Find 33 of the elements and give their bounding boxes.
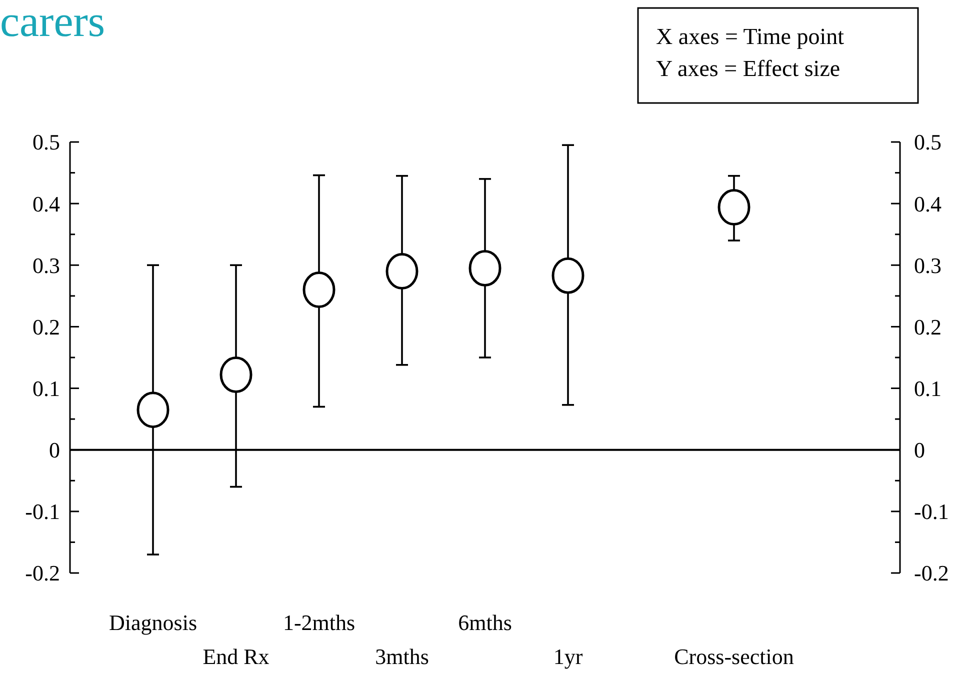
point: [468, 250, 502, 286]
point: [302, 272, 336, 308]
y2-tick-label: 0: [914, 438, 925, 463]
y-tick-label: 0: [49, 438, 60, 463]
point: [552, 257, 584, 294]
chart-title: carers: [0, 0, 106, 46]
y2-tick-label: 0.3: [914, 252, 942, 278]
text: Y axes = Effect size: [656, 56, 840, 81]
x-tick-label: 6mths: [458, 610, 512, 635]
point: [718, 189, 750, 226]
point: [220, 356, 252, 393]
y2-tick-label: 0.2: [914, 314, 942, 340]
y2-tick-label: 0.5: [914, 130, 942, 155]
x-tick-label: Diagnosis: [109, 610, 197, 635]
y-tick-label: -0.2: [25, 560, 60, 586]
x-tick-label: End Rx: [202, 644, 270, 669]
y2-tick-label: 0.4: [914, 191, 942, 216]
y-tick-label: 0.4: [32, 191, 60, 216]
y-tick-label: 0.3: [32, 252, 60, 278]
y-tick-label: 0.5: [32, 130, 60, 155]
y2-tick-label: -0.1: [914, 499, 949, 524]
y-tick-label: -0.1: [25, 499, 60, 524]
x-tick-label: 1-2mths: [282, 610, 356, 635]
y2-tick-label: 0.1: [914, 376, 942, 401]
x-tick-label: 1yr: [553, 644, 584, 669]
point: [136, 392, 170, 428]
y-tick-label: 0.2: [32, 314, 60, 340]
y2-tick-label: -0.2: [914, 560, 949, 586]
point: [386, 253, 418, 290]
text: X axes = Time point: [656, 24, 845, 49]
x-tick-label: Cross-section: [674, 644, 794, 669]
x-tick-label: 3mths: [375, 644, 429, 669]
y-tick-label: 0.1: [32, 376, 60, 401]
